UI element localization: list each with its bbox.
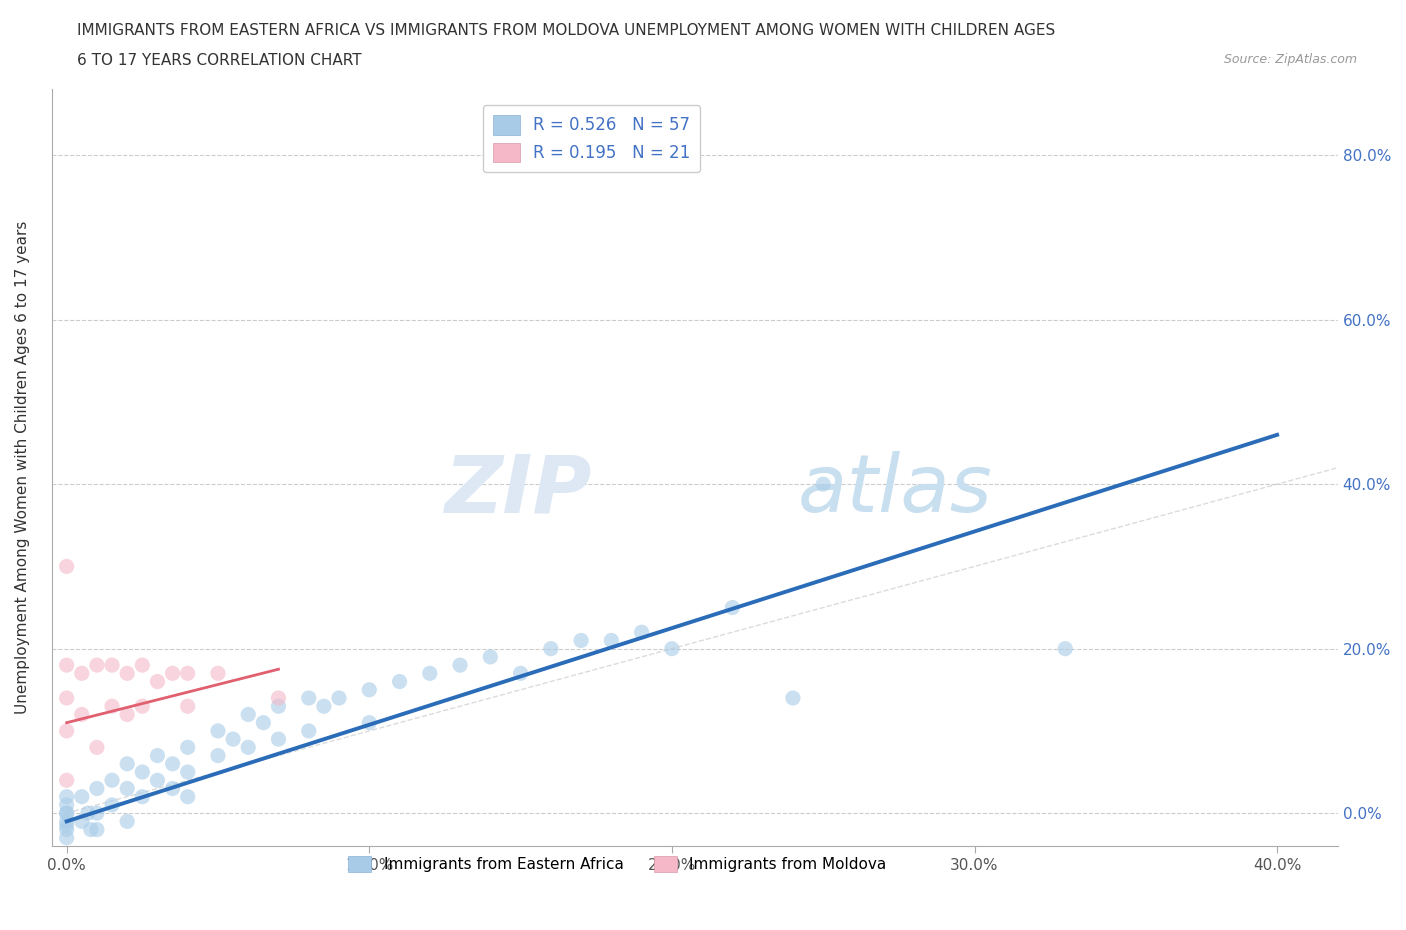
Text: 6 TO 17 YEARS CORRELATION CHART: 6 TO 17 YEARS CORRELATION CHART: [77, 53, 361, 68]
Point: [162, 756, 184, 771]
Point: [70, 666, 93, 681]
Point: [222, 732, 245, 747]
Point: [115, 666, 138, 681]
Point: [115, 756, 138, 771]
Point: [509, 666, 531, 681]
Point: [298, 724, 321, 738]
Point: [101, 698, 124, 713]
Text: atlas: atlas: [797, 451, 993, 529]
Point: [101, 798, 124, 813]
Point: [479, 649, 502, 664]
Text: ZIP: ZIP: [444, 451, 592, 529]
Point: [298, 691, 321, 706]
Point: [115, 814, 138, 829]
Point: [721, 600, 744, 615]
Point: [238, 740, 260, 755]
Legend: Immigrants from Eastern Africa, Immigrants from Moldova: Immigrants from Eastern Africa, Immigran…: [340, 849, 894, 880]
Point: [238, 707, 260, 722]
Text: IMMIGRANTS FROM EASTERN AFRICA VS IMMIGRANTS FROM MOLDOVA UNEMPLOYMENT AMONG WOM: IMMIGRANTS FROM EASTERN AFRICA VS IMMIGR…: [77, 23, 1056, 38]
Point: [86, 658, 108, 672]
Point: [267, 691, 290, 706]
Point: [146, 674, 169, 689]
Point: [252, 715, 274, 730]
Point: [569, 633, 592, 648]
Point: [267, 698, 290, 713]
Point: [70, 790, 93, 804]
Point: [811, 477, 834, 492]
Point: [80, 822, 103, 837]
Point: [162, 666, 184, 681]
Point: [131, 790, 153, 804]
Point: [115, 781, 138, 796]
Point: [328, 691, 350, 706]
Point: [782, 691, 804, 706]
Point: [661, 641, 683, 656]
Point: [207, 724, 229, 738]
Point: [449, 658, 471, 672]
Point: [359, 715, 381, 730]
Point: [55, 805, 77, 820]
Point: [388, 674, 411, 689]
Point: [86, 822, 108, 837]
Point: [101, 773, 124, 788]
Point: [540, 641, 562, 656]
Point: [131, 658, 153, 672]
Point: [55, 790, 77, 804]
Point: [162, 781, 184, 796]
Point: [55, 830, 77, 845]
Point: [630, 625, 652, 640]
Point: [55, 691, 77, 706]
Point: [55, 773, 77, 788]
Point: [55, 724, 77, 738]
Point: [86, 805, 108, 820]
Point: [55, 818, 77, 833]
Point: [131, 698, 153, 713]
Point: [115, 707, 138, 722]
Point: [177, 666, 200, 681]
Point: [76, 805, 98, 820]
Point: [101, 658, 124, 672]
Point: [86, 781, 108, 796]
Point: [419, 666, 441, 681]
Point: [55, 658, 77, 672]
Point: [146, 748, 169, 763]
Point: [55, 805, 77, 820]
Point: [1054, 641, 1077, 656]
Point: [55, 559, 77, 574]
Point: [70, 707, 93, 722]
Point: [55, 798, 77, 813]
Point: [86, 740, 108, 755]
Point: [267, 732, 290, 747]
Point: [146, 773, 169, 788]
Point: [55, 822, 77, 837]
Point: [600, 633, 623, 648]
Point: [131, 764, 153, 779]
Y-axis label: Unemployment Among Women with Children Ages 6 to 17 years: Unemployment Among Women with Children A…: [15, 221, 30, 714]
Point: [207, 748, 229, 763]
Point: [177, 698, 200, 713]
Point: [312, 698, 335, 713]
Text: Source: ZipAtlas.com: Source: ZipAtlas.com: [1223, 53, 1357, 66]
Point: [70, 814, 93, 829]
Point: [177, 740, 200, 755]
Point: [359, 683, 381, 698]
Point: [177, 764, 200, 779]
Point: [55, 814, 77, 829]
Point: [177, 790, 200, 804]
Point: [207, 666, 229, 681]
